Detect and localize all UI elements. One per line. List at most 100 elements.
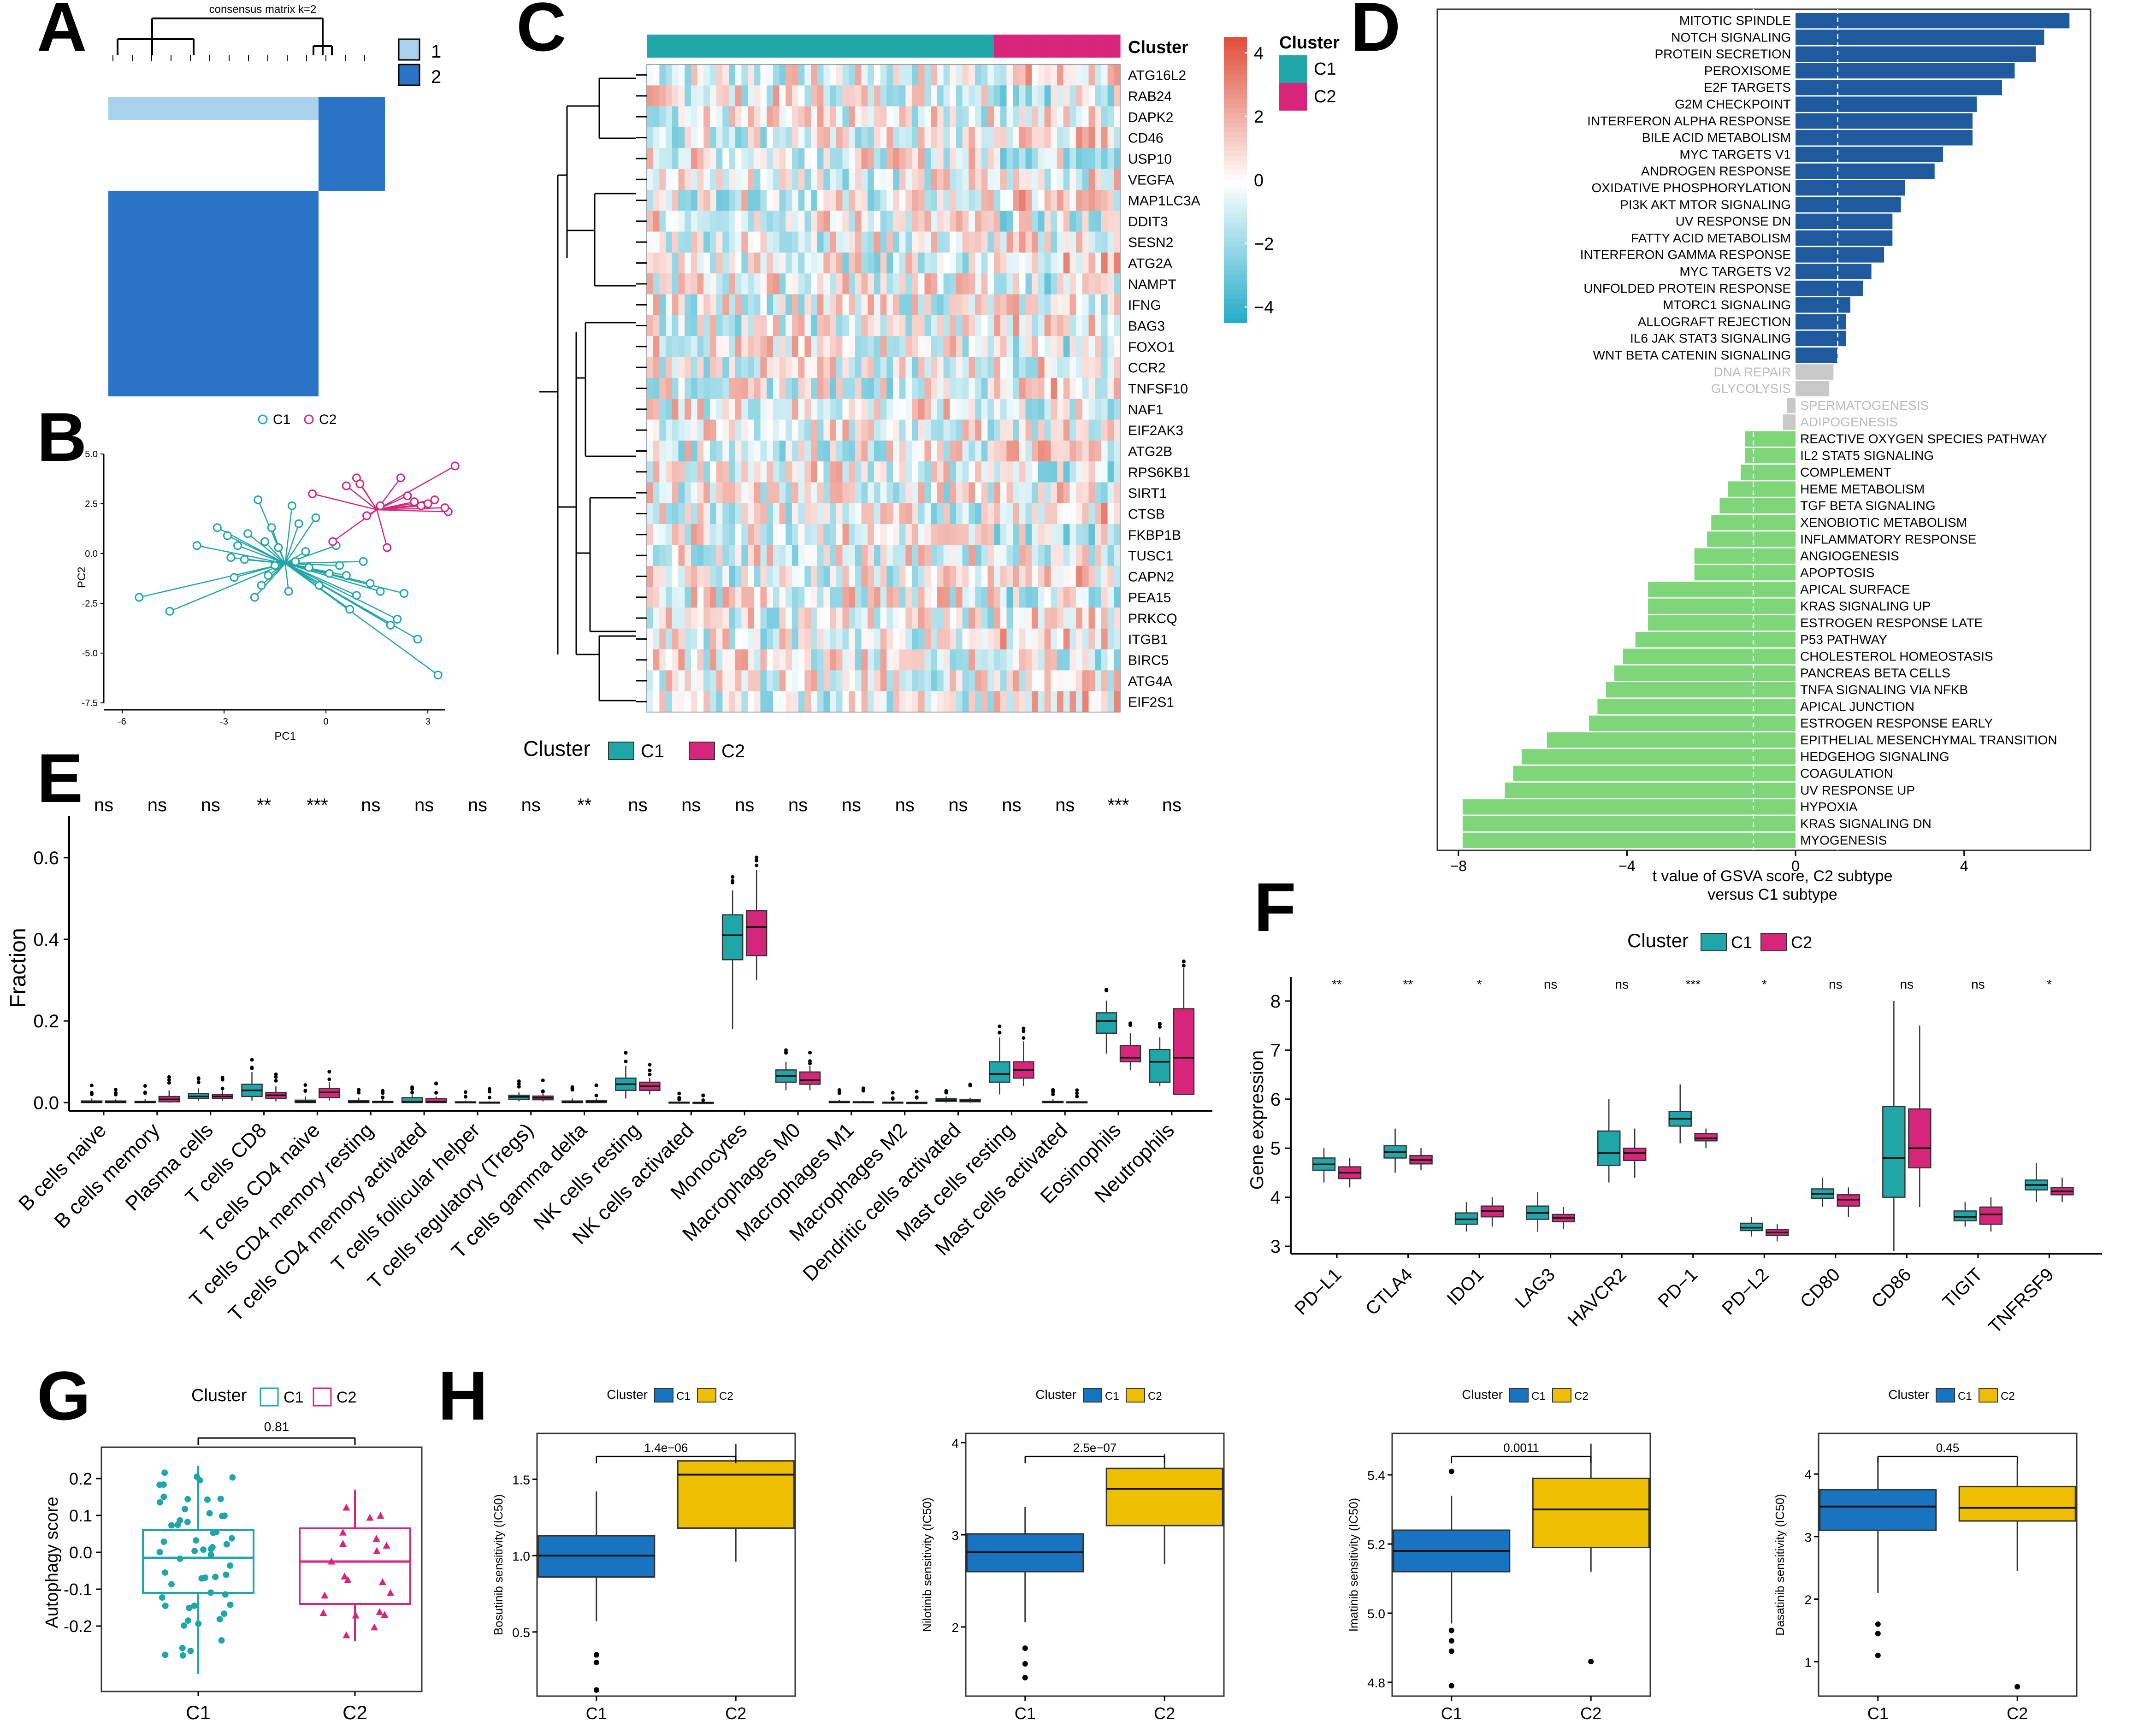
heatmap-cell [729, 65, 736, 86]
heatmap-cell [741, 294, 748, 316]
heatmap-cell [792, 273, 799, 295]
colorbar-step [1224, 46, 1247, 52]
heatmap-cell [685, 377, 691, 399]
box-c2 [1105, 1454, 1223, 1564]
heatmap-cell [956, 587, 963, 608]
heatmap-cell [1101, 419, 1108, 441]
legend-key-2 [398, 64, 420, 86]
outlier [274, 1079, 278, 1083]
heatmap-cell [1082, 419, 1089, 441]
heatmap-cell [1088, 545, 1095, 566]
heatmap-cell [981, 461, 988, 483]
heatmap-cell [1013, 691, 1020, 713]
heatmap-cell [672, 231, 679, 253]
heatmap-cell [950, 607, 957, 629]
colorbar-step [1224, 151, 1247, 157]
heatmap-cell [1038, 231, 1045, 253]
heatmap-cell [729, 231, 736, 253]
heatmap-cell [899, 419, 906, 441]
heatmap-cell [842, 503, 849, 525]
heatmap-cell [1063, 189, 1070, 211]
heatmap-cell [1038, 189, 1045, 211]
annotation-cell [905, 35, 912, 58]
heatmap-cell [1101, 399, 1108, 420]
heatmap-cell [722, 503, 729, 525]
heatmap-cell [937, 670, 944, 692]
data-point-c2 [341, 1572, 349, 1580]
heatmap-cell [767, 211, 774, 232]
heatmap-cell [754, 587, 761, 608]
heatmap-cell [912, 503, 919, 525]
heatmap-cell [836, 545, 843, 566]
heatmap-cell [912, 231, 919, 253]
heatmap-cell [1032, 211, 1039, 232]
heatmap-cell [1057, 587, 1064, 608]
box [425, 1098, 447, 1103]
heatmap-cell [1095, 607, 1102, 629]
heatmap-cell [685, 587, 691, 608]
heatmap-cell [987, 169, 994, 190]
heatmap-cell [868, 545, 874, 566]
heatmap-cell [1095, 294, 1102, 316]
heatmap-cell [1000, 315, 1007, 336]
heatmap-cell [754, 419, 761, 441]
heatmap-cell [659, 399, 666, 420]
heatmap-cell [1101, 315, 1108, 336]
box-c1 [1393, 1496, 1511, 1624]
data-point-c1 [210, 1529, 217, 1536]
heatmap-cell [1063, 503, 1070, 525]
x-axis-title-line2: versus C1 subtype [1707, 886, 1837, 903]
heatmap-cell [842, 399, 849, 420]
heatmap-cell [905, 148, 912, 170]
heatmap-cell [666, 85, 673, 107]
heatmap-cell [969, 231, 975, 253]
colorbar-step [1224, 103, 1247, 109]
heatmap-cell [1114, 106, 1121, 128]
heatmap-cell [773, 628, 780, 650]
heatmap-cell [956, 503, 963, 525]
heatmap-cell [874, 461, 881, 483]
significance-label: ns [1971, 977, 1985, 991]
bar [1796, 213, 1893, 229]
heatmap-cell [672, 65, 679, 86]
heatmap-cell [709, 294, 717, 316]
heatmap-cell [729, 461, 736, 483]
box [1623, 1147, 1647, 1161]
heatmap-cell [659, 336, 666, 358]
colorbar-step [1224, 146, 1247, 152]
bar-label: SPERMATOGENESIS [1800, 398, 1929, 413]
heatmap-cell [1000, 607, 1007, 629]
heatmap-cell [1000, 440, 1007, 462]
heatmap-cell [842, 607, 849, 629]
heatmap-cell [880, 357, 887, 378]
heatmap-cell [1006, 566, 1013, 587]
gene-label: PRKCQ [1128, 611, 1177, 626]
box-c2 [1532, 1444, 1650, 1572]
heatmap-cell [1107, 607, 1114, 629]
heatmap-cell [880, 211, 887, 232]
box-c1 [538, 1491, 656, 1621]
heatmap-cell [994, 503, 1001, 525]
bar-label: COMPLEMENT [1800, 465, 1891, 479]
heatmap-cell [1044, 524, 1051, 546]
heatmap-cell [905, 399, 912, 420]
heatmap-cell [1057, 336, 1064, 358]
heatmap-cell [672, 127, 679, 148]
box-c1 [721, 890, 744, 1029]
y-tick-label: 1.5 [512, 1473, 530, 1487]
heatmap-cell [792, 211, 799, 232]
heatmap-cell [956, 670, 963, 692]
row-dendrogram [539, 74, 647, 702]
heatmap-cell [817, 377, 824, 399]
heatmap-cell [754, 336, 761, 358]
heatmap-cell [931, 336, 938, 358]
heatmap-cell [817, 148, 824, 170]
heatmap-cell [1025, 440, 1032, 462]
heatmap-cell [943, 607, 950, 629]
heatmap-cell [735, 587, 742, 608]
heatmap-cell [924, 607, 931, 629]
heatmap-cell [1114, 65, 1121, 86]
box-c2 [299, 1490, 411, 1641]
heatmap-cell [748, 482, 755, 504]
colorbar-label: −2 [1254, 235, 1274, 254]
